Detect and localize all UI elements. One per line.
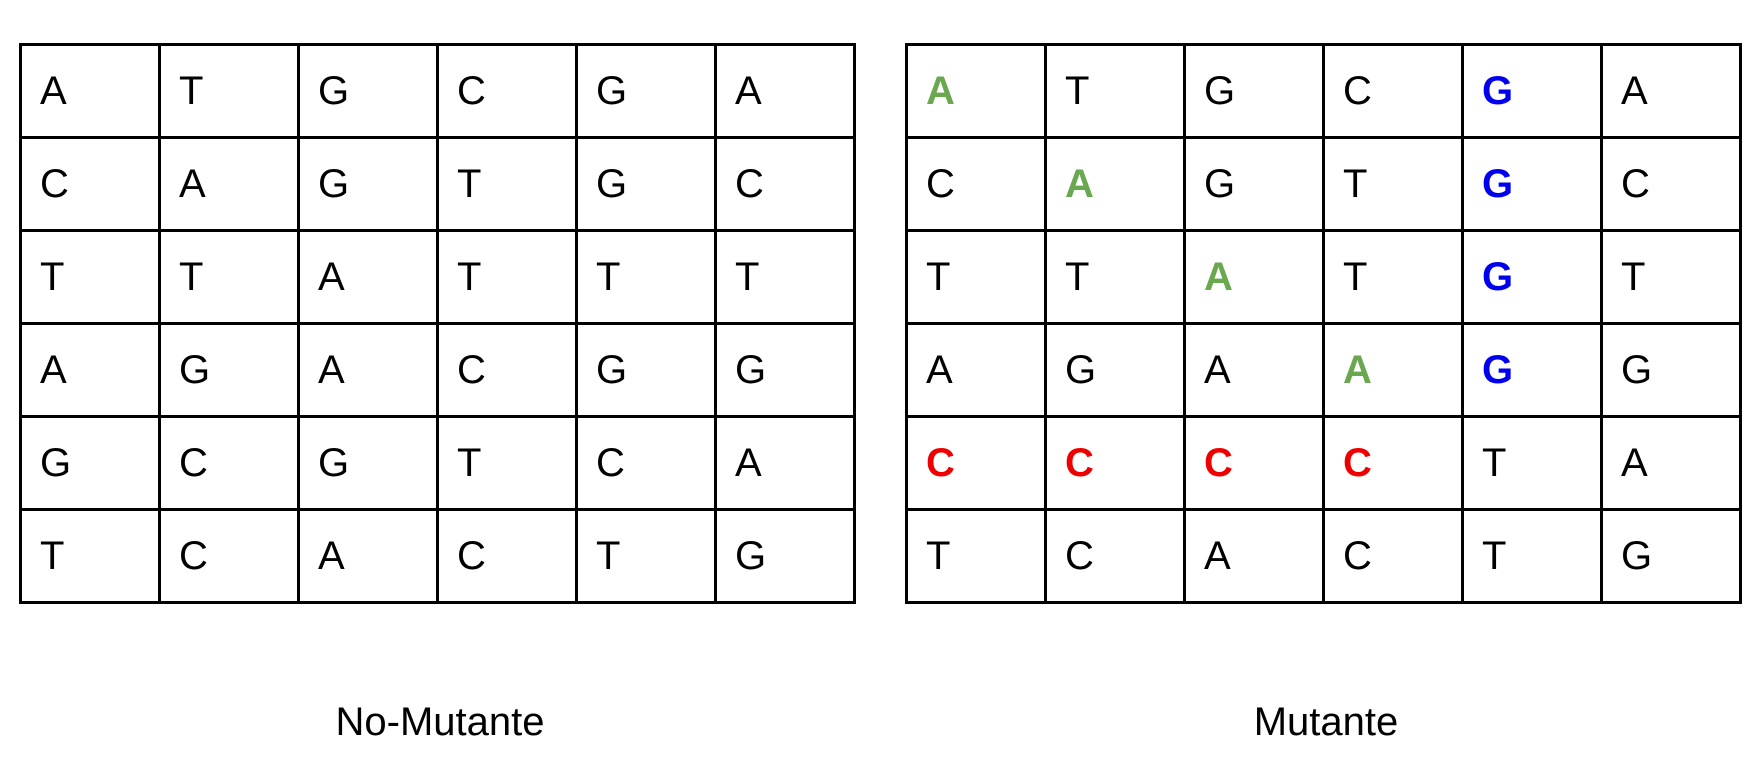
- non-mutant-cell: G: [714, 322, 856, 418]
- non-mutant-cell: T: [19, 508, 161, 604]
- non-mutant-cell: G: [297, 136, 439, 232]
- non-mutant-cell: A: [714, 415, 856, 511]
- non-mutant-cell: T: [575, 508, 717, 604]
- mutant-cell: T: [1600, 229, 1742, 325]
- non-mutant-cell: T: [436, 229, 578, 325]
- non-mutant-cell: T: [158, 229, 300, 325]
- mutant-cell: G: [1183, 43, 1325, 139]
- mutant-cell: G: [1461, 322, 1603, 418]
- non-mutant-cell: G: [297, 415, 439, 511]
- mutant-cell: C: [1322, 43, 1464, 139]
- mutant-cell: G: [1600, 322, 1742, 418]
- non-mutant-cell: C: [436, 508, 578, 604]
- non-mutant-cell: T: [436, 136, 578, 232]
- mutant-cell: G: [1461, 229, 1603, 325]
- mutant-cell: G: [1461, 136, 1603, 232]
- non-mutant-cell: T: [436, 415, 578, 511]
- mutant-cell: C: [1044, 508, 1186, 604]
- non-mutant-cell: C: [575, 415, 717, 511]
- mutant-cell: T: [1044, 43, 1186, 139]
- mutant-cell: T: [1461, 508, 1603, 604]
- non-mutant-cell: G: [575, 322, 717, 418]
- mutant-cell: G: [1461, 43, 1603, 139]
- non-mutant-cell: C: [19, 136, 161, 232]
- non-mutant-cell: T: [714, 229, 856, 325]
- mutant-cell: T: [905, 229, 1047, 325]
- mutant-cell: A: [1600, 415, 1742, 511]
- non-mutant-cell: A: [714, 43, 856, 139]
- mutant-cell: C: [1322, 508, 1464, 604]
- non-mutant-cell: A: [19, 43, 161, 139]
- non-mutant-cell: G: [575, 43, 717, 139]
- mutant-cell: A: [1044, 136, 1186, 232]
- non-mutant-cell: G: [297, 43, 439, 139]
- mutant-cell: G: [1600, 508, 1742, 604]
- mutant-cell: T: [1322, 136, 1464, 232]
- mutant-cell: C: [1183, 415, 1325, 511]
- non-mutant-cell: C: [436, 43, 578, 139]
- mutant-cell: A: [905, 43, 1047, 139]
- non-mutant-cell: T: [19, 229, 161, 325]
- non-mutant-cell: A: [297, 229, 439, 325]
- non-mutant-cell: G: [575, 136, 717, 232]
- non-mutant-cell: G: [19, 415, 161, 511]
- non-mutant-cell: T: [158, 43, 300, 139]
- non-mutant-cell: T: [575, 229, 717, 325]
- non-mutant-cell: G: [714, 508, 856, 604]
- mutant-cell: C: [1600, 136, 1742, 232]
- non-mutant-cell: C: [158, 415, 300, 511]
- non-mutant-caption: No-Mutante: [335, 700, 545, 744]
- mutant-cell: C: [1044, 415, 1186, 511]
- mutant-cell: A: [1183, 322, 1325, 418]
- mutant-cell: A: [1183, 229, 1325, 325]
- mutant-cell: C: [905, 415, 1047, 511]
- non-mutant-cell: A: [297, 508, 439, 604]
- non-mutant-cell: A: [158, 136, 300, 232]
- mutant-cell: T: [1044, 229, 1186, 325]
- non-mutant-cell: C: [714, 136, 856, 232]
- mutant-cell: C: [1322, 415, 1464, 511]
- mutant-cell: G: [1183, 136, 1325, 232]
- non-mutant-cell: C: [158, 508, 300, 604]
- mutant-cell: A: [1183, 508, 1325, 604]
- non-mutant-cell: G: [158, 322, 300, 418]
- mutant-cell: A: [905, 322, 1047, 418]
- mutant-cell: G: [1044, 322, 1186, 418]
- mutant-cell: T: [1322, 229, 1464, 325]
- mutant-cell: T: [1461, 415, 1603, 511]
- mutant-cell: C: [905, 136, 1047, 232]
- mutant-cell: A: [1600, 43, 1742, 139]
- mutant-cell: A: [1322, 322, 1464, 418]
- mutant-caption: Mutante: [1253, 700, 1399, 744]
- non-mutant-cell: A: [297, 322, 439, 418]
- mutant-cell: T: [905, 508, 1047, 604]
- non-mutant-cell: C: [436, 322, 578, 418]
- non-mutant-cell: A: [19, 322, 161, 418]
